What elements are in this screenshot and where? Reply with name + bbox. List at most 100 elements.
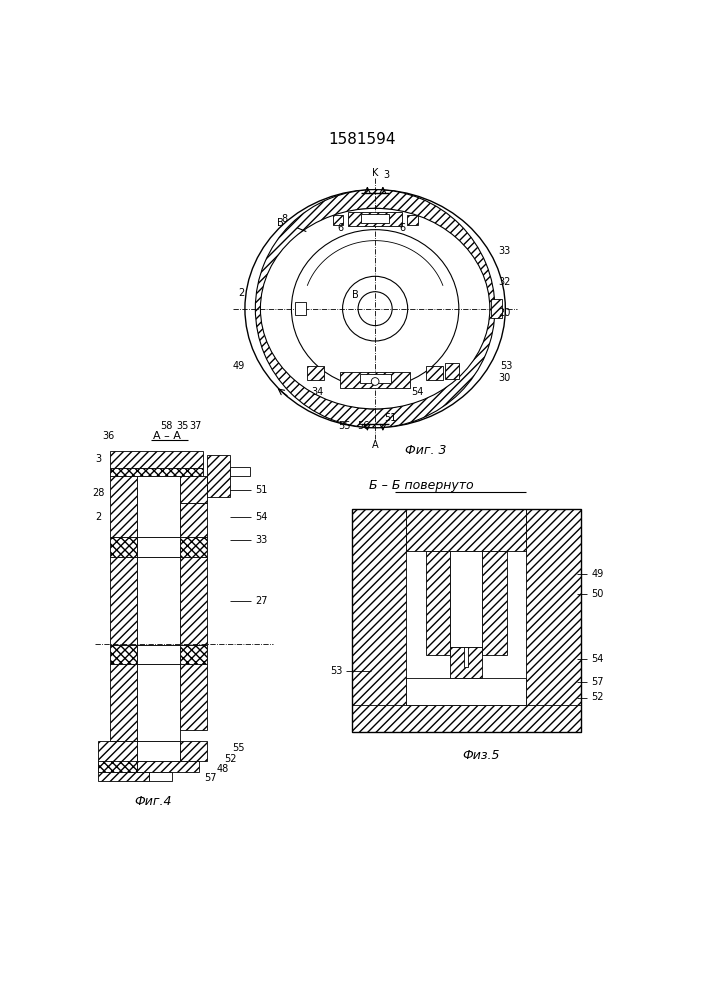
Bar bbox=[406, 678, 526, 705]
Bar bbox=[180, 645, 207, 664]
Text: 54: 54 bbox=[411, 387, 424, 397]
Bar bbox=[352, 705, 580, 732]
Bar bbox=[180, 476, 207, 503]
Text: B: B bbox=[276, 218, 284, 228]
Bar bbox=[361, 214, 389, 223]
Bar bbox=[110, 476, 137, 537]
Text: 2: 2 bbox=[238, 288, 245, 298]
Bar bbox=[407, 215, 418, 225]
Text: 49: 49 bbox=[232, 361, 245, 371]
Bar bbox=[137, 664, 180, 741]
Bar bbox=[482, 551, 507, 655]
Text: 55: 55 bbox=[232, 743, 244, 753]
Text: 27: 27 bbox=[255, 596, 267, 606]
Bar bbox=[110, 664, 137, 741]
Bar bbox=[230, 466, 250, 476]
Bar bbox=[180, 503, 207, 537]
Text: 55: 55 bbox=[338, 421, 351, 431]
Text: 20: 20 bbox=[498, 308, 510, 318]
Ellipse shape bbox=[291, 230, 459, 388]
Bar bbox=[137, 537, 180, 557]
Bar bbox=[406, 509, 526, 551]
Text: 33: 33 bbox=[255, 535, 267, 545]
Bar bbox=[98, 761, 137, 772]
Text: 36: 36 bbox=[103, 431, 115, 441]
Bar bbox=[180, 557, 207, 645]
Text: 2: 2 bbox=[95, 512, 102, 522]
Ellipse shape bbox=[245, 190, 506, 428]
Bar bbox=[426, 366, 443, 380]
Bar bbox=[360, 374, 391, 383]
Text: A: A bbox=[372, 440, 378, 450]
Text: 57: 57 bbox=[591, 677, 604, 687]
Text: 48: 48 bbox=[216, 764, 228, 774]
Text: 51: 51 bbox=[255, 485, 267, 495]
Text: 37: 37 bbox=[189, 421, 201, 431]
Text: 50: 50 bbox=[591, 589, 604, 599]
Bar bbox=[137, 476, 180, 537]
Bar bbox=[491, 299, 502, 318]
Bar bbox=[352, 509, 406, 732]
Bar bbox=[180, 537, 207, 557]
Text: 30: 30 bbox=[498, 373, 510, 383]
Bar bbox=[110, 451, 203, 468]
Bar bbox=[180, 741, 207, 761]
Text: 53: 53 bbox=[330, 666, 343, 676]
Bar bbox=[137, 741, 180, 761]
Bar bbox=[464, 647, 468, 667]
Bar bbox=[445, 363, 459, 379]
Text: 32: 32 bbox=[498, 277, 510, 287]
Text: 58: 58 bbox=[160, 421, 173, 431]
Text: Физ.5: Физ.5 bbox=[462, 749, 500, 762]
Bar bbox=[137, 761, 199, 772]
Text: 54: 54 bbox=[255, 512, 267, 522]
Text: 34: 34 bbox=[311, 387, 323, 397]
Text: 28: 28 bbox=[92, 488, 105, 498]
Text: 1581594: 1581594 bbox=[328, 132, 396, 147]
Bar bbox=[110, 537, 137, 557]
Bar bbox=[110, 645, 137, 664]
Text: 54: 54 bbox=[591, 654, 604, 664]
Bar bbox=[307, 366, 324, 380]
Text: A – A: A – A bbox=[153, 431, 180, 441]
Text: B: B bbox=[352, 290, 359, 300]
Bar bbox=[180, 664, 207, 730]
Text: 57: 57 bbox=[204, 773, 217, 783]
Bar bbox=[296, 302, 306, 315]
Text: 3: 3 bbox=[95, 454, 102, 464]
Text: 53: 53 bbox=[501, 361, 513, 371]
Bar bbox=[110, 557, 137, 645]
Circle shape bbox=[358, 292, 392, 326]
Bar bbox=[137, 557, 180, 645]
Bar bbox=[207, 455, 230, 497]
Bar bbox=[137, 645, 180, 664]
Bar bbox=[348, 212, 402, 226]
Bar bbox=[352, 509, 580, 732]
Bar bbox=[149, 772, 172, 781]
Bar bbox=[332, 215, 344, 225]
Text: Фиг.4: Фиг.4 bbox=[134, 795, 172, 808]
Text: 52: 52 bbox=[591, 692, 604, 702]
Text: Фиг. 3: Фиг. 3 bbox=[404, 444, 446, 457]
Bar bbox=[426, 551, 450, 655]
Text: 3: 3 bbox=[384, 170, 390, 180]
Bar bbox=[110, 468, 203, 476]
Circle shape bbox=[343, 276, 408, 341]
Text: 35: 35 bbox=[176, 421, 188, 431]
Text: K: K bbox=[372, 168, 378, 178]
Text: 8: 8 bbox=[281, 214, 287, 224]
Bar bbox=[526, 509, 580, 732]
Ellipse shape bbox=[260, 208, 490, 409]
Bar bbox=[340, 372, 410, 388]
Text: 56: 56 bbox=[357, 421, 370, 431]
Text: Б – Б повернуто: Б – Б повернуто bbox=[369, 479, 474, 492]
Bar bbox=[98, 741, 137, 772]
Text: 33: 33 bbox=[498, 246, 510, 256]
Text: 6: 6 bbox=[399, 223, 405, 233]
Text: 52: 52 bbox=[224, 754, 236, 764]
Bar bbox=[98, 772, 149, 781]
Text: 6: 6 bbox=[337, 223, 344, 233]
Circle shape bbox=[371, 378, 379, 385]
Bar bbox=[450, 551, 482, 647]
Text: 51: 51 bbox=[385, 413, 397, 423]
